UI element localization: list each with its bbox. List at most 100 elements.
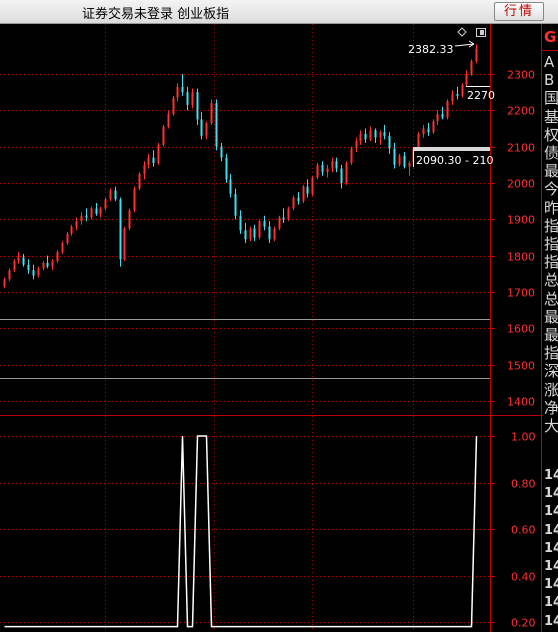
candle-body bbox=[345, 163, 348, 183]
candle-body bbox=[364, 133, 367, 140]
candle-body bbox=[51, 261, 54, 267]
side-field-value: 14 bbox=[544, 468, 558, 483]
price-tick-label: 1700 bbox=[507, 287, 535, 300]
candle-body bbox=[340, 168, 343, 183]
price-tick-label: 1500 bbox=[507, 360, 535, 373]
candle-body bbox=[46, 262, 49, 267]
side-field-label: 净 bbox=[544, 398, 558, 417]
side-field-label: 昨 bbox=[544, 198, 558, 217]
price-grid bbox=[0, 74, 490, 402]
candle-body bbox=[176, 86, 179, 98]
candle-body bbox=[56, 252, 59, 262]
candle-body bbox=[388, 135, 391, 149]
candle-body bbox=[379, 132, 382, 138]
side-field-label: 总 bbox=[544, 289, 558, 308]
title-bar: 证券交易未登录 创业板指 行情 bbox=[0, 0, 558, 24]
price-tick-label: 2100 bbox=[507, 142, 535, 155]
candle-body bbox=[17, 257, 20, 262]
range-label: 2090.30 - 210 bbox=[416, 154, 493, 167]
side-field-label: 债 bbox=[544, 144, 558, 162]
candle-body bbox=[104, 199, 107, 209]
candle-body bbox=[461, 84, 464, 96]
candle-body bbox=[316, 164, 319, 178]
candle-body bbox=[263, 221, 266, 227]
indicator-series bbox=[4, 435, 478, 628]
candle-body bbox=[374, 130, 377, 138]
vertical-grid bbox=[105, 24, 414, 632]
candle-body bbox=[326, 168, 329, 173]
candle-body bbox=[95, 208, 98, 214]
high-price-label: 2382.33 bbox=[408, 43, 454, 56]
candle-body bbox=[393, 148, 396, 165]
candle-body bbox=[215, 103, 218, 147]
side-field-label: 国 bbox=[544, 89, 558, 108]
price-tick-label: 1400 bbox=[507, 396, 535, 409]
candle-body bbox=[205, 123, 208, 136]
candle-body bbox=[456, 93, 459, 96]
candle-body bbox=[239, 215, 242, 231]
candlestick-series bbox=[3, 44, 478, 289]
candle-body bbox=[427, 128, 430, 133]
candle-body bbox=[143, 164, 146, 174]
candle-body bbox=[278, 217, 281, 229]
candle-body bbox=[22, 257, 25, 265]
candle-body bbox=[167, 113, 170, 127]
side-field-value: 14 bbox=[544, 522, 558, 538]
side-info-panel: GAB国基权债最今昨指指指总总最最指深涨净大141414141414141414… bbox=[541, 24, 558, 632]
candle-body bbox=[152, 157, 155, 164]
indicator-axis-ticks: 1.00 0.80 0.60 0.40 0.20 bbox=[490, 431, 536, 630]
market-button[interactable]: 行情 bbox=[494, 2, 544, 21]
candle-body bbox=[66, 233, 69, 243]
indicator-line bbox=[4, 435, 478, 628]
last-value-label: 2270 bbox=[467, 89, 495, 102]
price-axis-ticks: 2300 2200 2100 2000 1900 1800 1700 1600 1500 1400 bbox=[490, 69, 535, 409]
candle-body bbox=[398, 155, 401, 165]
side-field-label: 权 bbox=[544, 125, 558, 144]
candle-body bbox=[417, 133, 420, 149]
candle-body bbox=[287, 208, 290, 220]
candle-body bbox=[128, 210, 131, 229]
side-field-label: 基 bbox=[544, 107, 558, 126]
candle-body bbox=[475, 48, 478, 62]
candle-body bbox=[90, 208, 93, 218]
candle-body bbox=[441, 113, 444, 118]
side-field-value: 14 bbox=[544, 613, 558, 629]
candle-body bbox=[114, 190, 117, 200]
candle-body bbox=[133, 188, 136, 211]
side-field-value: 14 bbox=[544, 559, 558, 574]
candle-body bbox=[181, 86, 184, 93]
side-field-label: 深 bbox=[544, 362, 558, 381]
candle-body bbox=[75, 221, 78, 227]
side-field-label: 指 bbox=[544, 344, 558, 363]
range-box: 2090.30 - 210 bbox=[413, 147, 493, 167]
arrow-head-icon bbox=[468, 40, 475, 48]
indicator-tick-label: 0.20 bbox=[511, 617, 536, 630]
candle-body bbox=[220, 146, 223, 158]
candle-body bbox=[355, 141, 358, 149]
candle-body bbox=[335, 161, 338, 169]
candle-body bbox=[200, 119, 203, 136]
diamond-icon[interactable] bbox=[457, 27, 467, 37]
side-field-label: 今 bbox=[544, 180, 558, 199]
candle-body bbox=[302, 186, 305, 202]
square-icon[interactable] bbox=[476, 28, 486, 37]
candle-body bbox=[403, 155, 406, 167]
side-field-label: 总 bbox=[544, 271, 558, 290]
candle-body bbox=[162, 126, 165, 145]
side-field-label: 大 bbox=[544, 417, 558, 435]
candle-body bbox=[244, 230, 247, 240]
candle-body bbox=[432, 121, 435, 133]
candle-body bbox=[234, 193, 237, 216]
candle-body bbox=[470, 61, 473, 74]
candle-body bbox=[157, 144, 160, 164]
candle-body bbox=[13, 261, 16, 271]
side-field-label: 指 bbox=[544, 253, 558, 272]
candle-body bbox=[273, 228, 276, 240]
candle-body bbox=[408, 163, 411, 167]
candle-body bbox=[436, 113, 439, 122]
candle-body bbox=[258, 221, 261, 238]
last-value-box: 2270 bbox=[466, 86, 495, 102]
indicator-tick-label: 0.80 bbox=[511, 478, 536, 491]
chart-area[interactable]: 2300 2200 2100 2000 1900 1800 1700 1600 1500 1400… bbox=[0, 24, 541, 632]
candle-body bbox=[32, 270, 35, 276]
